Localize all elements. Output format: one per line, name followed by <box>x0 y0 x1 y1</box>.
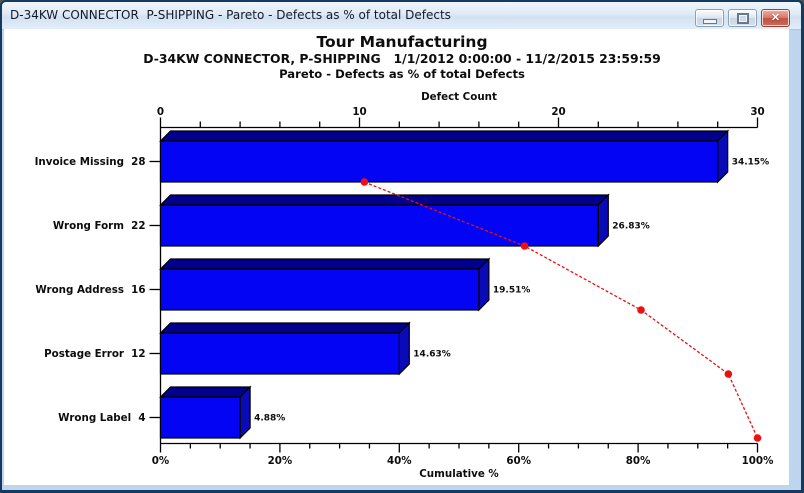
close-button[interactable]: ✕ <box>761 9 790 27</box>
close-icon: ✕ <box>770 12 781 24</box>
window-titlebar[interactable]: D-34KW CONNECTOR P-SHIPPING - Pareto - D… <box>2 2 801 30</box>
chart-client-area <box>4 29 789 485</box>
restore-icon <box>736 12 749 24</box>
window-controls: ✕ <box>695 9 790 27</box>
window-title: D-34KW CONNECTOR P-SHIPPING - Pareto - D… <box>10 8 451 22</box>
minimize-button[interactable] <box>695 9 724 27</box>
restore-button[interactable] <box>728 9 757 27</box>
minimize-icon <box>702 19 717 24</box>
